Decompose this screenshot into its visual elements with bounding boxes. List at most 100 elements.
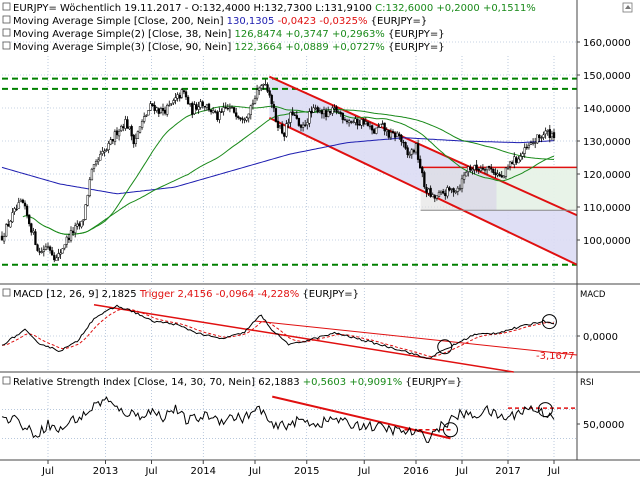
candle-up	[46, 246, 50, 248]
candle-up	[44, 246, 48, 250]
svg-text:EURJPY= Wöchentlich 19.11.2017: EURJPY= Wöchentlich 19.11.2017 - O:132,4…	[13, 3, 536, 14]
candle-up	[176, 94, 179, 99]
candle-up	[377, 126, 380, 129]
candle-down	[477, 169, 480, 171]
candle-up	[245, 117, 248, 121]
candle-down	[153, 105, 156, 111]
ma200-change: -0,0423	[278, 16, 317, 27]
candle-up	[308, 111, 311, 124]
candle-up	[253, 98, 257, 104]
candle-down	[126, 119, 129, 129]
candle-up	[513, 156, 516, 165]
candle-up	[63, 244, 66, 249]
candle-up	[318, 110, 321, 113]
candle-up	[138, 126, 142, 133]
candle-down	[452, 188, 455, 193]
candle-down	[383, 122, 386, 132]
candle-down	[48, 246, 52, 251]
candle-up	[504, 167, 508, 177]
candle-down	[320, 110, 324, 115]
candle-up	[249, 105, 252, 115]
candle-down	[370, 125, 374, 131]
ma200-name: Moving Average Simple [Close, 200, Nein]	[13, 16, 224, 27]
candle-down	[36, 244, 39, 251]
candle-down	[406, 147, 409, 155]
candle-down	[297, 117, 301, 126]
candle-down	[538, 134, 541, 138]
candle-up	[57, 253, 60, 258]
candle-up	[385, 129, 388, 133]
candle-down	[34, 231, 37, 245]
candle-down	[132, 134, 135, 145]
candle-up	[5, 224, 8, 237]
candle-up	[120, 126, 123, 131]
candle-down	[481, 167, 485, 170]
rsi-cross-marker	[537, 402, 553, 418]
macd-cross-marker	[437, 339, 453, 355]
candle-up	[251, 103, 255, 106]
candle-up	[59, 252, 62, 255]
candle-up	[136, 131, 140, 139]
legend-box-icon	[2, 41, 11, 50]
rsi-legend-text: Relative Strength Index [Close, 14, 30, …	[13, 377, 300, 388]
candle-down	[30, 223, 33, 233]
x-tick-label: 2017	[495, 466, 520, 477]
candle-down	[67, 237, 71, 240]
candle-up	[301, 124, 305, 128]
candle-up	[506, 166, 510, 169]
candle-down	[335, 106, 338, 113]
svg-text:Moving Average Simple [Close,: Moving Average Simple [Close, 200, Nein]…	[13, 16, 427, 27]
candle-up	[168, 104, 171, 107]
macd-level-label: -3,1677	[536, 351, 575, 362]
y-tick-label: 140,0000	[583, 104, 631, 115]
candle-down	[115, 130, 119, 136]
ma38-name: Moving Average Simple(2) [Close, 38, Nei…	[13, 29, 231, 40]
ma200-tag: {EURJPY=}	[371, 16, 428, 27]
candle-down	[21, 199, 25, 203]
rsi-panel[interactable]: 50,0000 RSI Relative Strength Index [Clo…	[1, 376, 624, 460]
panel-settings-icon[interactable]	[622, 2, 633, 13]
trend-lines	[268, 75, 578, 266]
rsi-change-pct: +0,9091%	[349, 377, 402, 388]
candle-up	[128, 126, 131, 130]
candle-up	[174, 97, 177, 101]
candle-down	[416, 143, 420, 160]
candle-up	[437, 192, 441, 197]
candle-down	[492, 168, 495, 174]
candle-down	[299, 124, 303, 128]
close-value: C:132,6000	[375, 3, 433, 14]
candle-down	[423, 172, 426, 188]
rsi-change: +0,5603	[303, 377, 346, 388]
candle-down	[404, 142, 407, 149]
candle-up	[74, 225, 77, 234]
legend-box-icon	[2, 2, 11, 11]
candle-up	[88, 179, 91, 196]
candle-up	[193, 104, 196, 115]
candle-down	[270, 94, 273, 105]
macd-panel[interactable]: 0,0000 -3,1677 MACD MACD [12, 26, 9] 2,1…	[1, 288, 618, 373]
candle-down	[38, 251, 41, 253]
candle-down	[345, 120, 349, 123]
ma38-tag: {EURJPY=}	[388, 29, 445, 40]
candle-up	[544, 130, 547, 135]
rsi-panel-label: RSI	[580, 378, 594, 388]
candle-down	[425, 187, 428, 193]
candle-down	[51, 250, 54, 256]
candle-up	[439, 190, 443, 193]
candle-down	[339, 112, 342, 115]
change-pct: +0,1511%	[483, 3, 536, 14]
candle-down	[433, 195, 436, 199]
candle-down	[201, 101, 204, 106]
candle-down	[25, 205, 29, 216]
candle-down	[500, 175, 503, 178]
candle-up	[170, 103, 173, 105]
candle-down	[498, 173, 501, 177]
price-panel[interactable]: 100,0000 110,0000 120,0000 130,0000 140,0000…	[0, 2, 633, 284]
ma90-name: Moving Average Simple(3) [Close, 90, Nei…	[13, 42, 231, 53]
price-legend: EURJPY= Wöchentlich 19.11.2017 - O:132,4…	[2, 2, 536, 53]
candle-down	[412, 150, 416, 153]
candles	[0, 79, 556, 263]
symbol: EURJPY	[13, 3, 49, 14]
candle-up	[519, 156, 522, 161]
macd-legend: MACD [12, 26, 9] 2,1825 Trigger 2,4156 -…	[2, 288, 359, 300]
